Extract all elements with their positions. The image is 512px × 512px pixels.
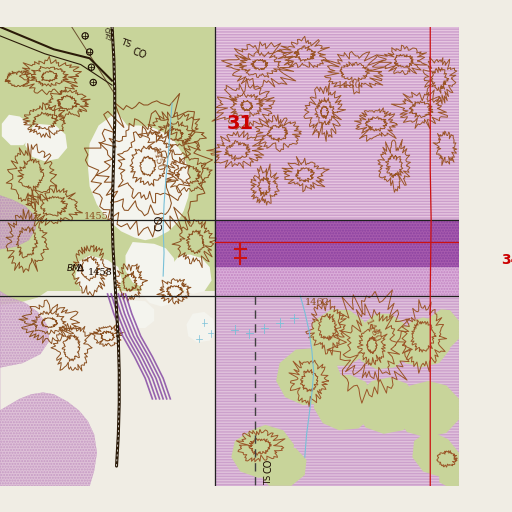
Text: CO: CO [155, 214, 164, 230]
Polygon shape [186, 312, 215, 343]
Text: CO: CO [103, 27, 115, 36]
Text: TS: TS [119, 37, 132, 49]
Text: 1450: 1450 [150, 146, 164, 173]
Text: 34: 34 [501, 253, 512, 267]
Polygon shape [141, 269, 181, 307]
Polygon shape [396, 317, 450, 368]
Polygon shape [276, 348, 340, 405]
Polygon shape [0, 99, 65, 188]
Polygon shape [258, 446, 307, 486]
Text: TS: TS [103, 33, 113, 42]
Polygon shape [215, 296, 459, 486]
Polygon shape [0, 117, 61, 224]
Polygon shape [426, 309, 459, 348]
Polygon shape [354, 314, 411, 369]
Polygon shape [215, 220, 459, 267]
Text: 31: 31 [227, 114, 254, 133]
Polygon shape [215, 220, 459, 296]
Polygon shape [314, 375, 375, 430]
Polygon shape [75, 255, 122, 297]
Polygon shape [125, 242, 176, 289]
Polygon shape [0, 117, 85, 305]
Polygon shape [0, 196, 36, 249]
Polygon shape [0, 27, 56, 206]
Text: 1458: 1458 [88, 268, 113, 277]
Polygon shape [0, 99, 85, 291]
Polygon shape [2, 115, 31, 145]
Polygon shape [0, 27, 215, 291]
Text: CO: CO [131, 47, 147, 61]
Polygon shape [25, 124, 67, 161]
Polygon shape [88, 112, 190, 240]
Polygon shape [309, 309, 369, 366]
Text: 1462: 1462 [305, 298, 330, 308]
Polygon shape [439, 457, 459, 489]
Polygon shape [0, 291, 49, 368]
Polygon shape [0, 27, 459, 486]
Text: 1455: 1455 [83, 212, 108, 221]
Text: BM: BM [67, 264, 81, 273]
Polygon shape [215, 27, 459, 220]
Text: 1480: 1480 [362, 318, 381, 345]
Text: CO: CO [264, 459, 274, 473]
Polygon shape [0, 27, 36, 72]
Polygon shape [396, 381, 459, 437]
Polygon shape [231, 425, 294, 478]
Polygon shape [412, 430, 459, 478]
Polygon shape [124, 300, 154, 328]
Polygon shape [355, 377, 418, 434]
Polygon shape [172, 254, 211, 294]
Text: TS: TS [264, 475, 273, 485]
Polygon shape [0, 291, 97, 486]
Text: 1480: 1480 [337, 81, 362, 90]
Polygon shape [0, 27, 215, 294]
